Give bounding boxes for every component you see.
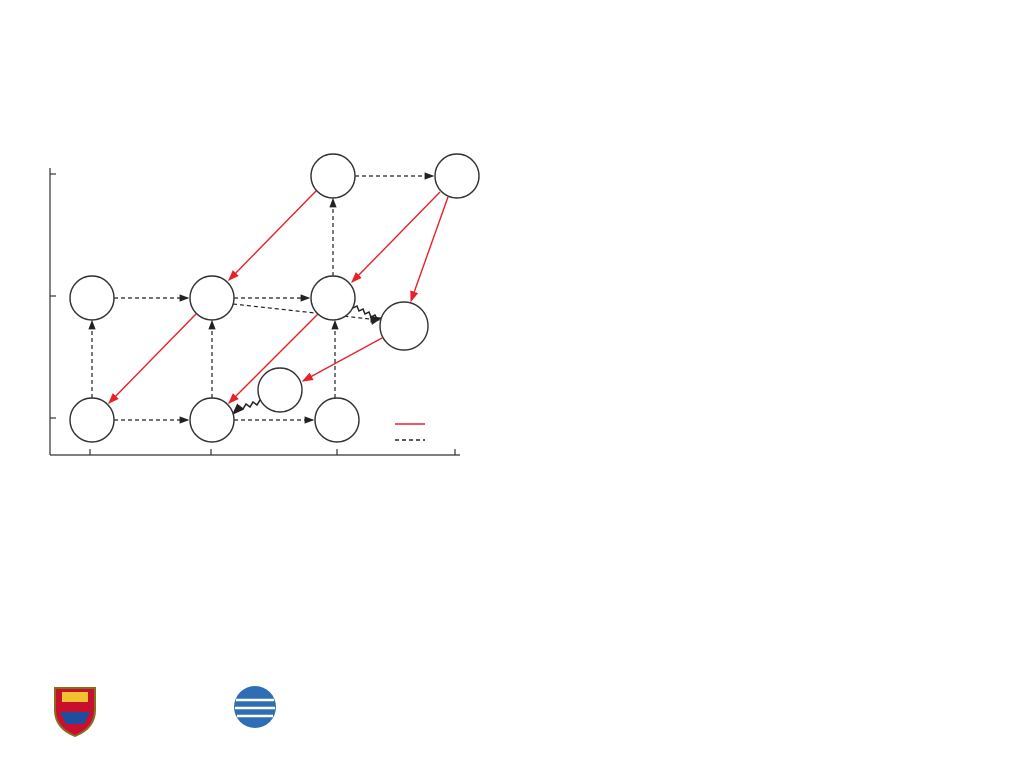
radiative-edges [108,190,449,405]
ucc-crest [54,687,96,738]
diagram-legend-lines [395,423,425,441]
capture-edges [88,172,435,424]
spin-flip-edges [231,304,383,416]
tyndall-globe [234,686,276,728]
nodes [69,153,480,443]
diagram-axes [49,168,460,456]
